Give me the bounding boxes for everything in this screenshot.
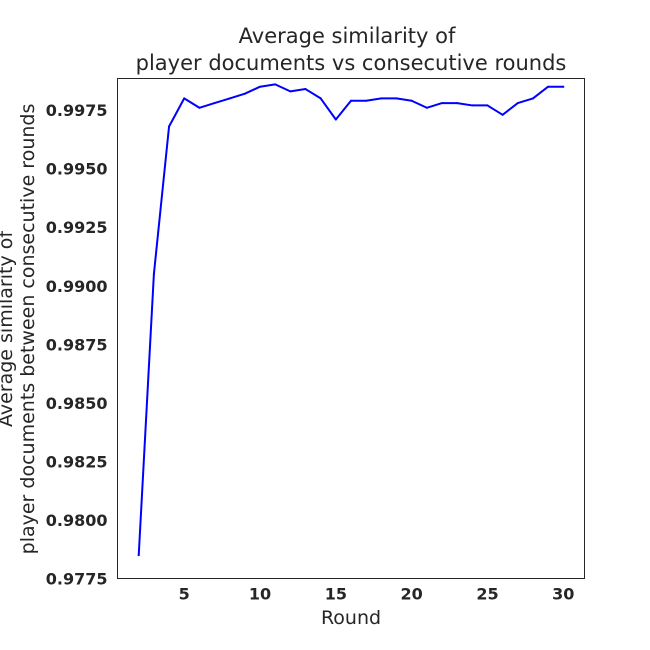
x-tick-label: 20 bbox=[401, 585, 423, 604]
y-tick-label: 0.9875 bbox=[46, 335, 108, 354]
y-tick-label: 0.9800 bbox=[46, 511, 108, 530]
data-point bbox=[471, 104, 474, 107]
data-point bbox=[395, 97, 398, 100]
data-point bbox=[289, 90, 292, 93]
y-axis-ticks: 0.9775 0.9800 0.9825 0.9850 0.9875 0.9900 0.99… bbox=[46, 101, 108, 588]
data-point bbox=[486, 104, 489, 107]
x-tick-label: 15 bbox=[325, 585, 347, 604]
data-point bbox=[350, 99, 352, 102]
data-point bbox=[213, 102, 216, 105]
y-tick-label: 0.9775 bbox=[46, 570, 108, 589]
y-tick-label: 0.9975 bbox=[46, 101, 108, 120]
x-tick-label: 25 bbox=[476, 585, 498, 604]
x-tick-label: 5 bbox=[179, 585, 190, 604]
data-point bbox=[547, 85, 550, 88]
data-point bbox=[440, 102, 443, 105]
data-point bbox=[228, 97, 231, 100]
data-point bbox=[274, 83, 277, 86]
x-axis-label: Round bbox=[321, 607, 381, 629]
y-tick-label: 0.9950 bbox=[46, 160, 108, 179]
data-point bbox=[365, 99, 368, 102]
data-point bbox=[562, 85, 565, 88]
x-axis-ticks: 5 10 15 20 25 30 bbox=[179, 585, 575, 604]
data-point bbox=[380, 97, 383, 100]
y-axis-label-line-2: player documents between consecutive rou… bbox=[17, 104, 39, 555]
data-point bbox=[456, 102, 459, 105]
chart-title-line-1: Average similarity of bbox=[239, 24, 456, 48]
data-point bbox=[198, 106, 201, 109]
plot-frame bbox=[117, 78, 585, 579]
data-point bbox=[334, 118, 337, 121]
data-point bbox=[319, 97, 322, 100]
data-point bbox=[531, 97, 534, 100]
data-point bbox=[168, 125, 171, 128]
y-tick-label: 0.9900 bbox=[46, 277, 108, 296]
x-tick-label: 30 bbox=[552, 585, 574, 604]
data-point bbox=[183, 97, 186, 100]
data-point bbox=[304, 88, 307, 91]
data-points bbox=[137, 83, 565, 557]
y-axis-label-line-1: Average similarity of bbox=[0, 230, 17, 427]
data-point bbox=[410, 99, 413, 102]
data-point bbox=[259, 85, 262, 88]
data-point bbox=[137, 554, 140, 557]
x-tick-label: 10 bbox=[249, 585, 271, 604]
chart-title-line-2: player documents vs consecutive rounds bbox=[136, 51, 567, 75]
data-point bbox=[516, 102, 519, 105]
y-tick-label: 0.9825 bbox=[46, 452, 108, 471]
data-point bbox=[243, 92, 246, 95]
data-point bbox=[152, 273, 155, 276]
data-point bbox=[425, 106, 428, 109]
y-tick-label: 0.9925 bbox=[46, 218, 108, 237]
y-tick-label: 0.9850 bbox=[46, 394, 108, 413]
data-point bbox=[501, 113, 504, 116]
